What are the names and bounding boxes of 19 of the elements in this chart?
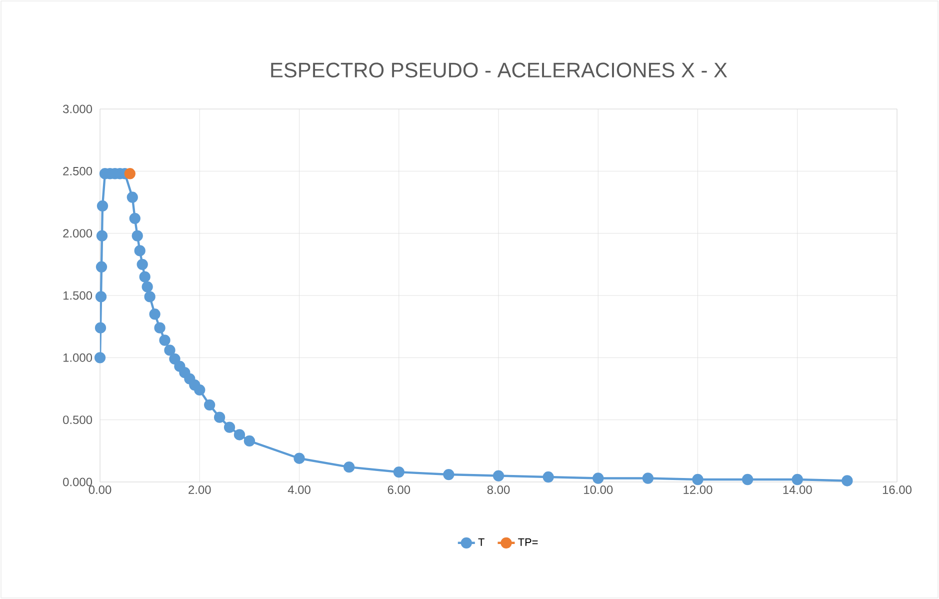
x-tick-label: 10.00 — [584, 486, 613, 494]
chart-title: ESPECTRO PSEUDO - ACELERACIONES X - X — [271, 62, 728, 78]
x-tick-label: 16.00 — [882, 486, 912, 494]
y-tick-label: 1.500 — [63, 291, 92, 300]
y-tick-label: 1.000 — [63, 353, 92, 362]
x-tick-label: 4.00 — [288, 486, 310, 494]
x-tick-label: 2.00 — [188, 486, 211, 494]
legend-label: TP= — [518, 538, 538, 546]
y-tick-label: 2.000 — [63, 229, 92, 238]
x-tick-label: 6.00 — [388, 486, 410, 494]
x-tick-label: 8.00 — [487, 486, 510, 494]
legend-label: T — [478, 538, 484, 546]
y-tick-label: 3.000 — [63, 104, 92, 114]
y-tick-label: 0.000 — [63, 478, 92, 486]
y-tick-label: 2.500 — [63, 166, 92, 176]
x-tick-label: 12.00 — [684, 486, 712, 494]
x-tick-label: 14.00 — [783, 486, 812, 494]
y-tick-label: 0.500 — [63, 416, 92, 424]
x-tick-label: 0.00 — [88, 486, 112, 494]
